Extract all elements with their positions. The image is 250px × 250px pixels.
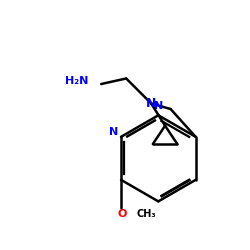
Text: N: N	[109, 127, 118, 137]
Text: CH₃: CH₃	[136, 209, 156, 219]
Text: H₂N: H₂N	[65, 76, 89, 86]
Text: N: N	[154, 102, 163, 112]
Text: O: O	[118, 209, 127, 219]
Text: N: N	[146, 97, 156, 110]
